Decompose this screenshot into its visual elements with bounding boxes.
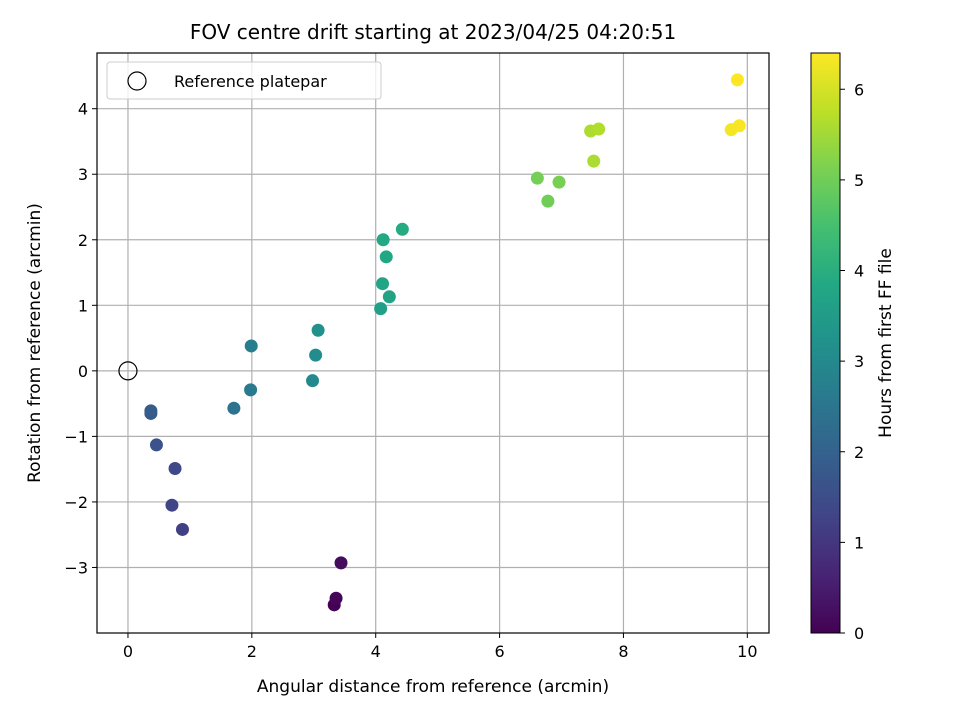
data-point [552,175,566,189]
data-point [306,374,320,388]
data-point [376,277,390,291]
colorbar-tick-label: 2 [854,443,864,462]
data-point [592,122,606,136]
data-point [334,556,348,570]
data-point [168,462,182,476]
colorbar-tick-label: 0 [854,624,864,643]
y-tick-label: 2 [78,231,88,250]
reference-platepar-marker [118,361,138,381]
x-ticks: 0 2 4 6 8 10 [123,633,758,661]
legend-label: Reference platepar [174,72,327,91]
data-point [541,194,555,208]
y-tick-label: 1 [78,296,88,315]
legend-marker [127,71,147,91]
colorbar-ticks: 0 1 2 3 4 5 6 [840,80,864,643]
y-tick-label: 4 [78,100,88,119]
data-point [244,339,258,353]
colorbar-tick-label: 3 [854,352,864,371]
data-point [309,348,323,362]
y-tick-label: −2 [64,493,88,512]
colorbar-tick-label: 6 [854,80,864,99]
x-tick-label: 10 [737,642,757,661]
colorbar-tick-label: 1 [854,533,864,552]
x-tick-label: 0 [123,642,133,661]
data-point [144,404,158,418]
data-point [227,401,241,415]
data-point [165,498,179,512]
data-points [144,73,746,612]
data-point [379,250,393,264]
x-axis-label: Angular distance from reference (arcmin) [257,677,609,697]
data-point [374,302,388,316]
y-axis-label: Rotation from reference (arcmin) [25,203,45,483]
reference-marker-group [118,361,138,381]
y-tick-label: −1 [64,427,88,446]
data-point [395,222,409,236]
colorbar-label: Hours from first FF file [876,248,896,438]
y-tick-label: 0 [78,362,88,381]
legend-box [106,61,382,100]
y-tick-label: 3 [78,165,88,184]
colorbar [810,52,841,634]
chart-title: FOV centre drift starting at 2023/04/25 … [190,20,676,44]
data-point [530,171,544,185]
data-point [376,233,390,247]
data-point [382,290,396,304]
data-point [732,119,746,133]
data-point [329,591,343,605]
data-point [587,154,601,168]
y-tick-label: −3 [64,558,88,577]
data-point [730,73,744,87]
x-tick-label: 4 [371,642,381,661]
x-tick-label: 2 [247,642,257,661]
data-point [175,522,189,536]
data-point [244,383,258,397]
y-ticks: −3 −2 −1 0 1 2 3 4 [64,100,97,577]
grid [97,53,769,633]
plot-frame [96,52,770,634]
x-tick-label: 8 [618,642,628,661]
legend: Reference platepar [106,61,382,100]
data-point [149,438,163,452]
data-point [311,323,325,337]
colorbar-tick-label: 5 [854,171,864,190]
colorbar-tick-label: 4 [854,262,864,281]
x-tick-label: 6 [494,642,504,661]
